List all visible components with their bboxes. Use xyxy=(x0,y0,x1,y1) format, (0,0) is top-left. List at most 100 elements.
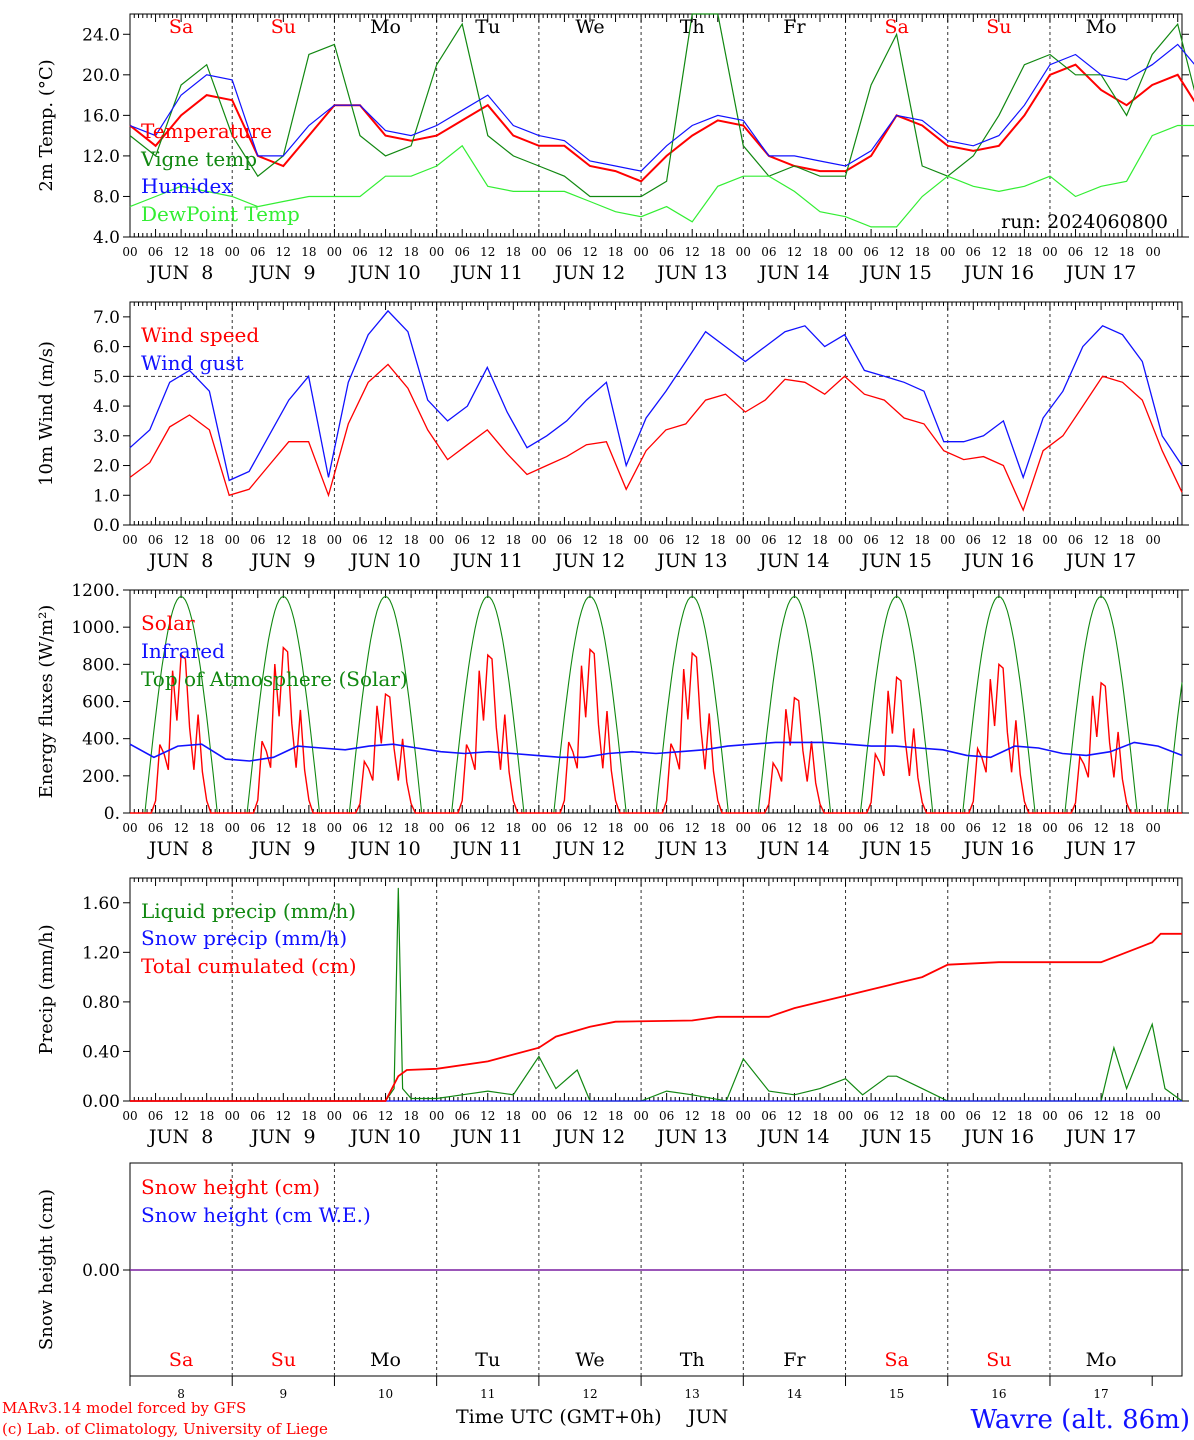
hour-tick-label: 00 xyxy=(531,821,546,835)
series-solar xyxy=(130,646,1182,814)
hour-tick-label: 00 xyxy=(633,533,648,547)
y-tick-label: 24.0 xyxy=(82,25,120,45)
hour-tick-label: 00 xyxy=(429,1109,444,1123)
y-tick-label: 200. xyxy=(82,767,120,787)
hour-tick-label: 12 xyxy=(276,245,291,259)
hour-tick-label: 18 xyxy=(506,245,521,259)
hour-tick-label: 00 xyxy=(736,245,751,259)
hour-tick-label: 12 xyxy=(787,533,802,547)
date-label: JUN 16 xyxy=(962,550,1034,572)
date-label: JUN 11 xyxy=(451,262,523,284)
hour-tick-label: 06 xyxy=(557,245,572,259)
weekday-label: Su xyxy=(271,16,296,38)
x-axis-label: Time UTC (GMT+0h) xyxy=(456,1406,662,1428)
y-axis-label: Snow height (cm) xyxy=(36,1189,57,1350)
hour-tick-label: 06 xyxy=(659,821,674,835)
hour-tick-label: 18 xyxy=(506,821,521,835)
day-number-label: 15 xyxy=(889,1387,904,1401)
hour-tick-label: 12 xyxy=(480,821,495,835)
hour-tick-label: 00 xyxy=(429,821,444,835)
hour-tick-label: 18 xyxy=(403,533,418,547)
legend-snow-height-cm-: Snow height (cm) xyxy=(141,1175,320,1199)
weekday-label: Su xyxy=(271,1349,296,1371)
y-tick-label: 1200. xyxy=(71,581,120,601)
hour-tick-label: 18 xyxy=(915,245,930,259)
hour-tick-label: 06 xyxy=(863,533,878,547)
weekday-label: Su xyxy=(986,16,1011,38)
day-number-label: 16 xyxy=(991,1387,1006,1401)
hour-tick-label: 06 xyxy=(250,245,265,259)
y-tick-label: 0.40 xyxy=(82,1042,120,1062)
y-tick-label: 1.0 xyxy=(93,486,120,506)
hour-tick-label: 12 xyxy=(1093,533,1108,547)
legend-temperature: Temperature xyxy=(141,119,272,143)
date-label: JUN 13 xyxy=(655,838,727,860)
date-label: JUN 8 xyxy=(147,550,213,572)
hour-tick-label: 00 xyxy=(940,821,955,835)
hour-tick-label: 06 xyxy=(250,821,265,835)
legend-top-of-atmosphere-solar-: Top of Atmosphere (Solar) xyxy=(141,667,408,691)
hour-tick-label: 12 xyxy=(582,245,597,259)
date-label: JUN 8 xyxy=(147,838,213,860)
y-tick-label: 12.0 xyxy=(82,147,120,167)
hour-tick-label: 06 xyxy=(761,821,776,835)
date-label: JUN 14 xyxy=(757,838,829,860)
hour-tick-label: 12 xyxy=(889,821,904,835)
hour-tick-label: 06 xyxy=(1068,821,1083,835)
hour-tick-label: 00 xyxy=(940,533,955,547)
weekday-label: Sa xyxy=(884,16,908,38)
hour-tick-label: 00 xyxy=(736,1109,751,1123)
hour-tick-label: 00 xyxy=(736,821,751,835)
hour-tick-label: 06 xyxy=(966,1109,981,1123)
series-total-cumulated-cm- xyxy=(130,932,1182,1102)
hour-tick-label: 06 xyxy=(352,1109,367,1123)
hour-tick-label: 00 xyxy=(225,821,240,835)
hour-tick-label: 12 xyxy=(173,821,188,835)
hour-tick-label: 12 xyxy=(378,1109,393,1123)
date-label: JUN 9 xyxy=(249,262,315,284)
y-tick-label: 1.20 xyxy=(82,943,120,963)
y-axis-label: 10m Wind (m/s) xyxy=(36,341,57,486)
day-number-label: 12 xyxy=(582,1387,597,1401)
date-label: JUN 14 xyxy=(757,262,829,284)
hour-tick-label: 06 xyxy=(863,1109,878,1123)
hour-tick-label: 00 xyxy=(633,245,648,259)
hour-tick-label: 00 xyxy=(838,533,853,547)
hour-tick-label: 18 xyxy=(199,533,214,547)
y-axis-label: Energy fluxes (W/m²) xyxy=(36,605,57,799)
hour-tick-label: 00 xyxy=(736,533,751,547)
hour-tick-label: 12 xyxy=(685,245,700,259)
hour-tick-label: 06 xyxy=(1068,1109,1083,1123)
weekday-label: Fr xyxy=(783,1349,806,1371)
hour-tick-label: 12 xyxy=(276,1109,291,1123)
series-wind-gust xyxy=(129,309,1183,482)
weekday-label: Su xyxy=(986,1349,1011,1371)
date-label: JUN 9 xyxy=(249,1126,315,1148)
date-label: JUN 9 xyxy=(249,550,315,572)
hour-tick-label: 18 xyxy=(915,1109,930,1123)
hour-tick-label: 12 xyxy=(889,533,904,547)
legend-snow-height-cm-w-e-: Snow height (cm W.E.) xyxy=(141,1203,371,1227)
hour-tick-label: 12 xyxy=(787,1109,802,1123)
day-number-label: 10 xyxy=(378,1387,393,1401)
weekday-label: We xyxy=(575,16,604,38)
hour-tick-label: 06 xyxy=(557,821,572,835)
weekday-label: Sa xyxy=(169,1349,193,1371)
hour-tick-label: 00 xyxy=(531,245,546,259)
hour-tick-label: 06 xyxy=(352,821,367,835)
series-vigne-temp xyxy=(129,13,1194,198)
y-tick-label: 0. xyxy=(104,804,120,824)
y-tick-label: 8.0 xyxy=(93,187,120,207)
y-tick-label: 16.0 xyxy=(82,106,120,126)
date-label: JUN 14 xyxy=(757,1126,829,1148)
legend-total-cumulated-cm-: Total cumulated (cm) xyxy=(141,954,357,978)
date-label: JUN 17 xyxy=(1064,1126,1136,1148)
hour-tick-label: 00 xyxy=(633,1109,648,1123)
legend-liquid-precip-mm-h-: Liquid precip (mm/h) xyxy=(141,899,356,923)
legend-humidex: Humidex xyxy=(141,174,233,198)
hour-tick-label: 18 xyxy=(403,821,418,835)
hour-tick-label: 00 xyxy=(1146,533,1161,547)
hour-tick-label: 06 xyxy=(148,533,163,547)
date-label: JUN 11 xyxy=(451,838,523,860)
y-tick-label: 4.0 xyxy=(93,228,120,248)
